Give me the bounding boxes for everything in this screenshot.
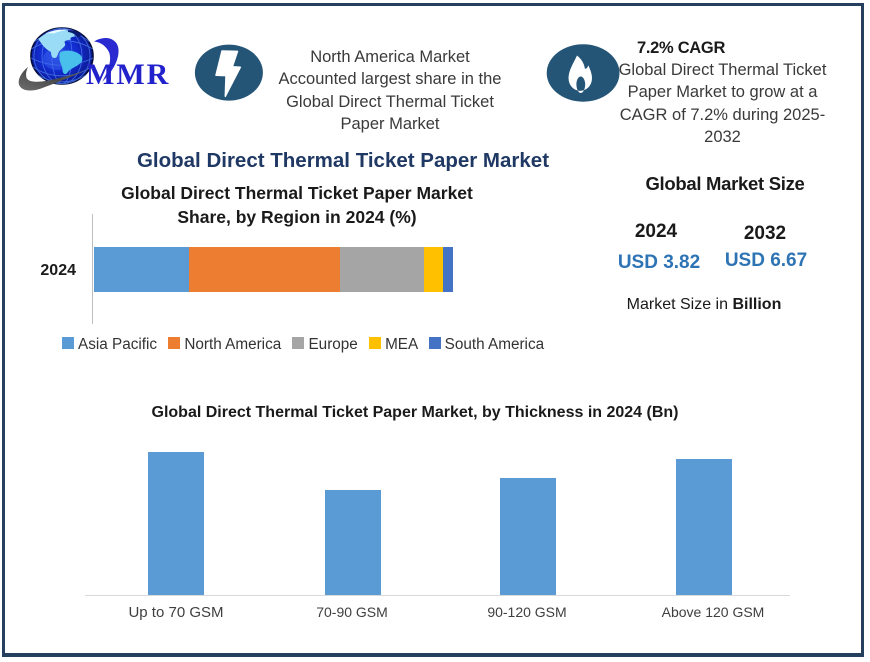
svg-text:MMR: MMR: [86, 58, 170, 91]
